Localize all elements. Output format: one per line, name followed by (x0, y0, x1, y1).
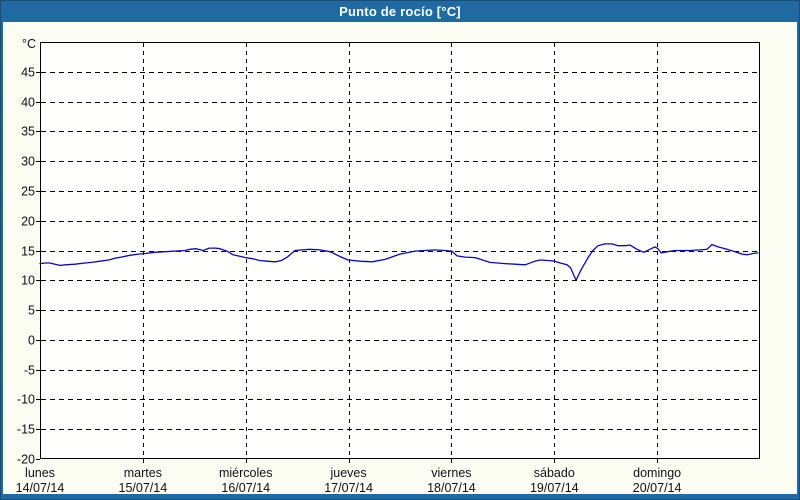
y-tick-label: 35 (21, 125, 35, 139)
y-tick-label: 45 (21, 66, 35, 80)
x-date-label: 18/07/14 (427, 481, 476, 494)
y-tick-label: 25 (21, 185, 35, 199)
y-tick-label: -10 (17, 393, 35, 407)
y-tick-label: 0 (28, 334, 35, 348)
y-tick-label: 40 (21, 96, 35, 110)
x-day-label: domingo (633, 466, 681, 480)
x-date-label: 16/07/14 (221, 481, 270, 494)
chart-title-bar: Punto de rocío [°C] (0, 0, 800, 22)
x-day-label: viernes (431, 466, 471, 480)
y-tick-label: 5 (28, 304, 35, 318)
y-axis-unit-label: °C (22, 37, 36, 51)
x-day-label: miércoles (219, 466, 273, 480)
x-date-label: 15/07/14 (119, 481, 168, 494)
x-day-label: sábado (534, 466, 575, 480)
x-day-label: jueves (330, 466, 367, 480)
y-tick-label: 15 (21, 245, 35, 259)
x-day-label: lunes (25, 466, 55, 480)
dew-point-line (39, 243, 759, 281)
y-tick-label: -20 (17, 453, 35, 467)
chart-title: Punto de rocío [°C] (339, 3, 461, 19)
dew-point-chart: 45 40 35 30 25 20 15 10 5 0 -5 -10 -15 -20 °C lunes14/0… (16, 37, 760, 494)
x-day-label: martes (124, 466, 162, 480)
chart-panel: 45 40 35 30 25 20 15 10 5 0 -5 -10 -15 -20 °C lunes 14/0… (3, 22, 797, 494)
x-date-label: 20/07/14 (633, 481, 682, 494)
x-date-label: 14/07/14 (16, 481, 65, 494)
y-tick-label: -5 (24, 364, 35, 378)
plot-border (40, 42, 760, 459)
y-tick-label: 30 (21, 155, 35, 169)
y-tick-label: -15 (17, 423, 35, 437)
x-date-label: 19/07/14 (530, 481, 579, 494)
x-date-label: 17/07/14 (324, 481, 373, 494)
y-tick-label: 20 (21, 215, 35, 229)
y-tick-label: 10 (21, 274, 35, 288)
plot-area (40, 42, 760, 459)
